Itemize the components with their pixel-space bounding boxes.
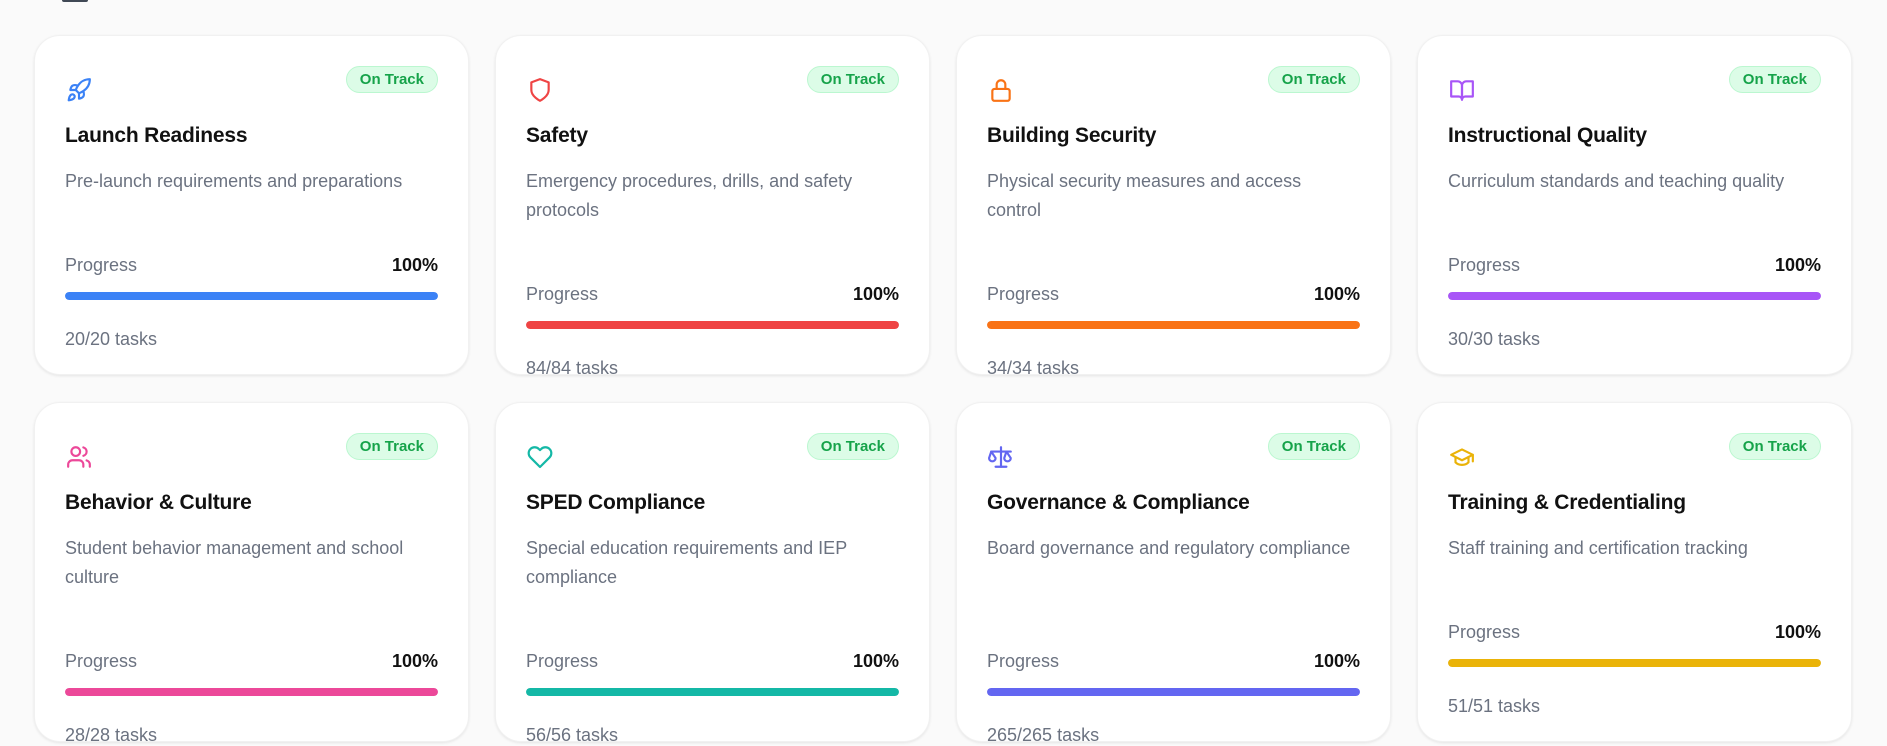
progress-row: Progress 100% — [987, 284, 1360, 305]
progress-bar-fill — [1448, 292, 1821, 300]
progress-bar-fill — [987, 321, 1360, 329]
progress-label: Progress — [1448, 622, 1521, 642]
task-count: 30/30 tasks — [1448, 329, 1541, 349]
progress-value: 100% — [391, 255, 438, 275]
progress-bar — [65, 688, 438, 696]
progress-bar — [987, 321, 1360, 329]
task-count: 20/20 tasks — [65, 329, 158, 349]
card-description: Curriculum standards and teaching qualit… — [1448, 171, 1785, 191]
progress-label: Progress — [65, 255, 138, 275]
card-title: Safety — [526, 124, 588, 147]
progress-bar-fill — [65, 688, 438, 696]
progress-label: Progress — [987, 651, 1060, 671]
category-grid: On Track Launch Readiness Pre-launch req… — [34, 35, 1852, 745]
category-card-launch-readiness[interactable]: On Track Launch Readiness Pre-launch req… — [34, 35, 469, 375]
card-title: Building Security — [987, 124, 1157, 147]
progress-label: Progress — [65, 651, 138, 671]
task-count: 56/56 tasks — [526, 725, 619, 745]
graduation-cap-icon — [1448, 443, 1476, 471]
progress-row: Progress 100% — [1448, 622, 1821, 643]
progress-value: 100% — [1313, 651, 1360, 671]
card-description: Emergency procedures, drills, and safety… — [526, 171, 853, 220]
progress-bar — [526, 321, 899, 329]
status-badge: On Track — [1267, 66, 1360, 93]
card-description: Special education requirements and IEP c… — [526, 538, 847, 587]
card-description: Board governance and regulatory complian… — [987, 538, 1351, 558]
progress-bar — [1448, 659, 1821, 667]
progress-value: 100% — [391, 651, 438, 671]
status-badge: On Track — [345, 66, 438, 93]
category-card-building-security[interactable]: On Track Building Security Physical secu… — [956, 35, 1391, 378]
section-heading-fragment — [62, 0, 102, 4]
card-description: Staff training and certification trackin… — [1448, 538, 1748, 558]
category-card-safety[interactable]: On Track Safety Emergency procedures, dr… — [495, 35, 930, 378]
progress-bar-fill — [65, 292, 438, 300]
progress-bar — [1448, 292, 1821, 300]
progress-row: Progress 100% — [65, 255, 438, 276]
card-description: Physical security measures and access co… — [987, 171, 1302, 220]
progress-row: Progress 100% — [987, 651, 1360, 672]
category-card-instructional-quality[interactable]: On Track Instructional Quality Curriculu… — [1417, 35, 1852, 375]
scale-icon — [987, 443, 1015, 471]
task-count: 84/84 tasks — [526, 358, 619, 378]
card-description: Pre-launch requirements and preparations — [65, 171, 403, 191]
progress-value: 100% — [1774, 255, 1821, 275]
progress-value: 100% — [852, 284, 899, 304]
card-title: Behavior & Culture — [65, 491, 252, 514]
progress-bar — [526, 688, 899, 696]
category-card-behavior-culture[interactable]: On Track Behavior & Culture Student beha… — [34, 402, 469, 745]
status-badge: On Track — [1728, 433, 1821, 460]
progress-row: Progress 100% — [65, 651, 438, 672]
progress-label: Progress — [526, 651, 599, 671]
card-title: Training & Credentialing — [1448, 491, 1686, 514]
progress-value: 100% — [1774, 622, 1821, 642]
card-title: Instructional Quality — [1448, 124, 1647, 147]
progress-bar-fill — [526, 688, 899, 696]
heart-icon — [526, 443, 554, 471]
category-card-governance-compliance[interactable]: On Track Governance & Compliance Board g… — [956, 402, 1391, 745]
status-badge: On Track — [806, 433, 899, 460]
task-count: 28/28 tasks — [65, 725, 158, 745]
progress-bar-fill — [1448, 659, 1821, 667]
status-badge: On Track — [1728, 66, 1821, 93]
book-icon — [1448, 76, 1476, 104]
shield-icon — [526, 76, 554, 104]
progress-bar-fill — [987, 688, 1360, 696]
progress-bar — [65, 292, 438, 300]
progress-bar-fill — [526, 321, 899, 329]
card-title: Launch Readiness — [65, 124, 248, 147]
progress-row: Progress 100% — [526, 284, 899, 305]
progress-value: 100% — [852, 651, 899, 671]
progress-label: Progress — [987, 284, 1060, 304]
progress-bar — [987, 688, 1360, 696]
status-badge: On Track — [1267, 433, 1360, 460]
lock-icon — [987, 76, 1015, 104]
task-count: 34/34 tasks — [987, 358, 1080, 378]
progress-label: Progress — [526, 284, 599, 304]
rocket-icon — [65, 76, 93, 104]
card-description: Student behavior management and school c… — [65, 538, 404, 587]
progress-row: Progress 100% — [526, 651, 899, 672]
status-badge: On Track — [345, 433, 438, 460]
progress-value: 100% — [1313, 284, 1360, 304]
users-icon — [65, 443, 93, 471]
card-title: Governance & Compliance — [987, 491, 1250, 514]
card-title: SPED Compliance — [526, 491, 706, 514]
status-badge: On Track — [806, 66, 899, 93]
progress-row: Progress 100% — [1448, 255, 1821, 276]
task-count: 51/51 tasks — [1448, 696, 1541, 716]
category-card-sped-compliance[interactable]: On Track SPED Compliance Special educati… — [495, 402, 930, 745]
task-count: 265/265 tasks — [987, 725, 1100, 745]
progress-label: Progress — [1448, 255, 1521, 275]
category-card-training-credentialing[interactable]: On Track Training & Credentialing Staff … — [1417, 402, 1852, 742]
